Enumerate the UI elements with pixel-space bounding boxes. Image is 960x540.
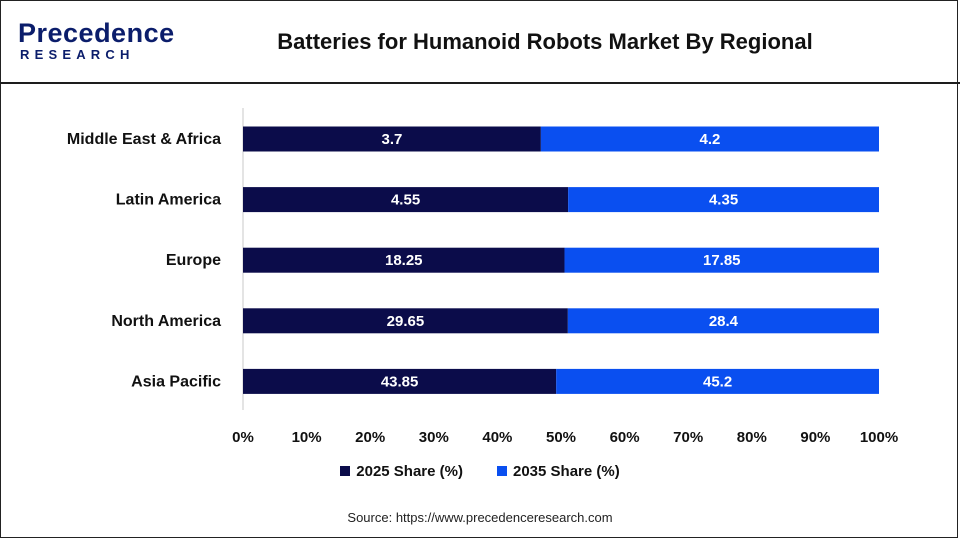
chart-title: Batteries for Humanoid Robots Market By … xyxy=(277,29,813,54)
bar-segment-2025 xyxy=(243,247,565,273)
bar-data-label: 28.4 xyxy=(709,313,739,330)
legend-swatch-2025 xyxy=(340,466,351,476)
x-tick-label: 60% xyxy=(610,429,640,446)
bar-data-label: 45.2 xyxy=(703,373,732,390)
bar-segment-2025 xyxy=(243,126,541,152)
x-tick-label: 100% xyxy=(860,429,898,446)
legend-label-2025: 2025 Share (%) xyxy=(356,462,463,480)
bar-data-label: 4.55 xyxy=(391,192,420,209)
legend-swatch-2035 xyxy=(497,466,507,476)
x-tick-label: 80% xyxy=(737,429,767,446)
bar-segment-2035 xyxy=(556,368,879,394)
source-note: Source: https://www.precedenceresearch.c… xyxy=(347,510,613,525)
x-tick-label: 0% xyxy=(232,429,254,446)
y-category-label: Asia Pacific xyxy=(131,373,221,390)
x-tick-label: 20% xyxy=(355,429,385,446)
bar-data-label: 4.2 xyxy=(700,131,721,148)
bar-data-label: 4.35 xyxy=(709,192,738,209)
bar-data-label: 17.85 xyxy=(703,252,741,269)
bar-segment-2025 xyxy=(243,368,557,394)
logo-wordmark: Precedence xyxy=(18,18,175,48)
bar-segment-2035 xyxy=(567,308,879,334)
bar-data-label: 29.65 xyxy=(387,313,425,330)
bar-data-label: 3.7 xyxy=(382,131,403,148)
legend-label-2035: 2035 Share (%) xyxy=(513,462,620,480)
y-category-label: Middle East & Africa xyxy=(67,131,221,148)
x-tick-label: 70% xyxy=(673,429,703,446)
bar-data-label: 18.25 xyxy=(385,252,423,269)
bar-segment-2025 xyxy=(243,308,568,334)
x-tick-label: 30% xyxy=(419,429,449,446)
logo-subtext: RESEARCH xyxy=(20,47,135,62)
brand-logo: Precedence RESEARCH xyxy=(18,18,174,68)
y-category-label: Europe xyxy=(166,252,221,269)
header: Precedence RESEARCH Batteries for Humano… xyxy=(0,0,960,84)
bar-data-label: 43.85 xyxy=(381,373,419,390)
x-tick-label: 10% xyxy=(292,429,322,446)
legend-item-2035: 2035 Share (%) xyxy=(497,463,620,480)
y-category-label: Latin America xyxy=(116,192,221,209)
y-category-label: North America xyxy=(111,313,221,330)
x-tick-label: 50% xyxy=(546,429,576,446)
bar-segment-2035 xyxy=(564,247,879,273)
chart-legend: 2025 Share (%) 2035 Share (%) xyxy=(0,460,960,482)
legend-item-2025: 2025 Share (%) xyxy=(340,463,463,480)
x-tick-label: 90% xyxy=(800,429,830,446)
bar-segment-2035 xyxy=(540,126,879,152)
x-tick-label: 40% xyxy=(482,429,512,446)
bar-segment-2025 xyxy=(243,187,569,213)
bar-segment-2035 xyxy=(568,187,879,213)
